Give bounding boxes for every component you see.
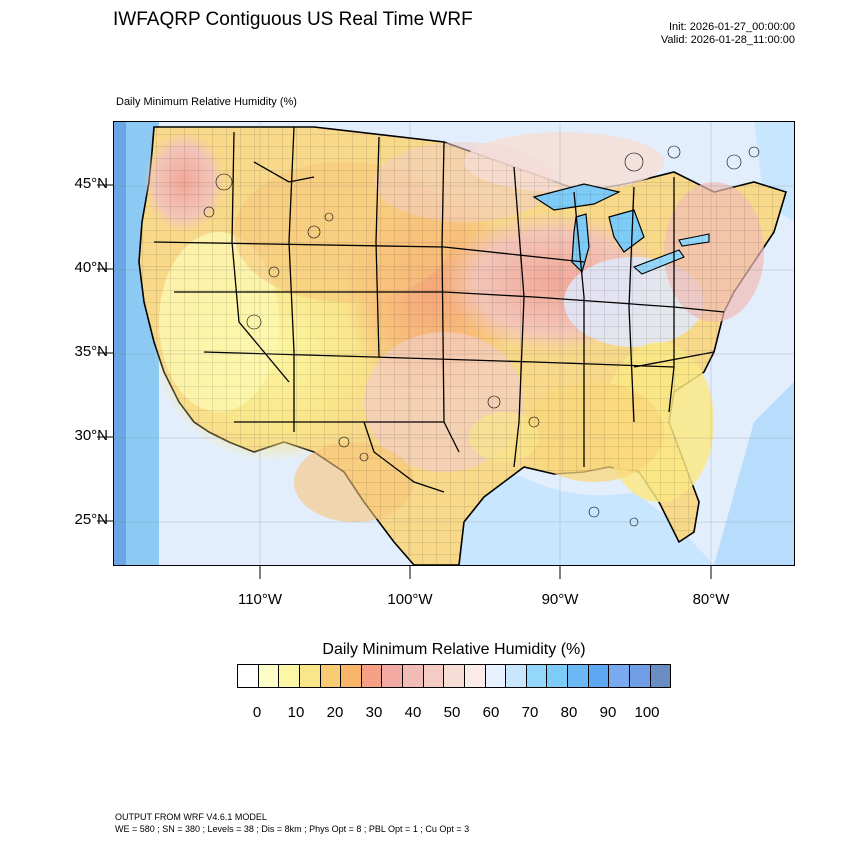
colorbar-swatch	[299, 665, 321, 687]
colorbar-label: 100	[634, 704, 660, 721]
lat-label-25n: 25°N	[74, 511, 108, 528]
colorbar-label: 40	[404, 704, 422, 721]
lon-label-100w: 100°W	[387, 591, 433, 608]
colorbar-swatch	[629, 665, 651, 687]
state-boundaries	[153, 126, 725, 493]
colorbar-swatch	[258, 665, 280, 687]
colorbar-label: 30	[365, 704, 383, 721]
colorbar-label: 10	[287, 704, 305, 721]
lon-label-80w: 80°W	[692, 591, 730, 608]
colorbar-label: 70	[521, 704, 539, 721]
colorbar-label: 0	[252, 704, 262, 721]
lat-label-40n: 40°N	[74, 259, 108, 276]
colorbar-swatch	[568, 665, 589, 687]
colorbar-swatch	[444, 665, 465, 687]
gulf-of-mexico	[454, 472, 714, 565]
colorbar-label: 90	[599, 704, 617, 721]
colorbar	[237, 664, 671, 688]
colorbar-swatch	[506, 665, 527, 687]
colorbar-swatch	[485, 665, 507, 687]
colorbar-swatch	[382, 665, 403, 687]
init-time: Init: 2026-01-27_00:00:00	[669, 21, 795, 33]
colorbar-swatch	[650, 665, 671, 687]
colorbar-swatch	[341, 665, 362, 687]
model-config: WE = 580 ; SN = 380 ; Levels = 38 ; Dis …	[115, 824, 470, 834]
lon-label-90w: 90°W	[541, 591, 579, 608]
map-title: IWFAQRP Contiguous US Real Time WRF	[113, 9, 473, 30]
colorbar-swatch	[609, 665, 630, 687]
colorbar-swatch	[320, 665, 342, 687]
lat-label-45n: 45°N	[74, 175, 108, 192]
colorbar-swatch	[464, 665, 486, 687]
colorbar-label: 50	[443, 704, 461, 721]
lon-ticks	[259, 565, 712, 579]
lat-label-30n: 30°N	[74, 427, 108, 444]
lat-label-35n: 35°N	[74, 343, 108, 360]
colorbar-swatch	[361, 665, 383, 687]
lat-ticks	[97, 184, 113, 522]
field-label: Daily Minimum Relative Humidity (%)	[116, 96, 297, 108]
colorbar-swatch	[279, 665, 300, 687]
colorbar-title: Daily Minimum Relative Humidity (%)	[322, 641, 586, 658]
colorbar-label: 20	[326, 704, 344, 721]
colorbar-swatch	[403, 665, 424, 687]
colorbar-label: 60	[482, 704, 500, 721]
colorbar-swatch	[238, 665, 259, 687]
colorbar-swatch	[547, 665, 568, 687]
model-info: OUTPUT FROM WRF V4.6.1 MODEL	[115, 812, 267, 822]
colorbar-label: 80	[560, 704, 578, 721]
humidity-map	[114, 122, 794, 565]
map-panel	[113, 121, 795, 566]
colorbar-swatch	[423, 665, 445, 687]
lon-label-110w: 110°W	[237, 591, 283, 608]
colorbar-swatch	[526, 665, 548, 687]
colorbar-swatch	[588, 665, 610, 687]
valid-time: Valid: 2026-01-28_11:00:00	[660, 34, 795, 46]
